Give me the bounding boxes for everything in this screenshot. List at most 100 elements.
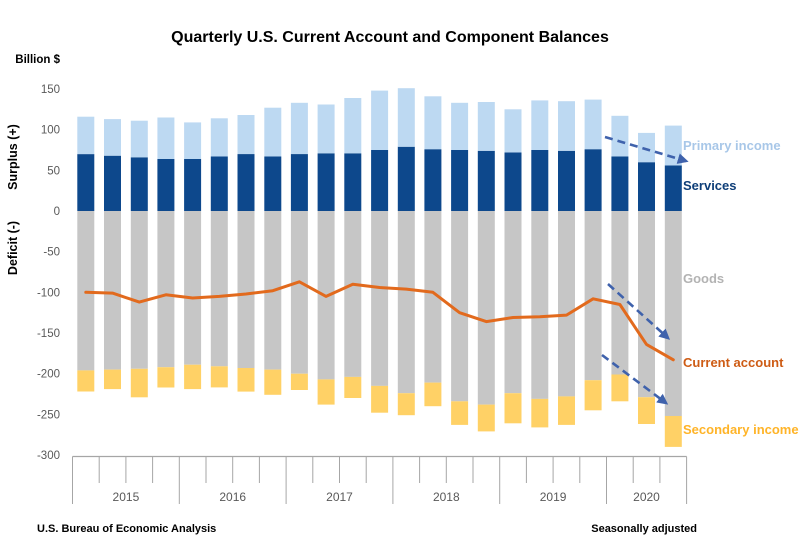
- trend-arrow-2: [607, 283, 671, 340]
- bar-goods-2015-q1: [77, 211, 95, 371]
- y-axis-unit-label: Billion $: [15, 54, 60, 66]
- bar-services-2015-q4: [157, 158, 175, 211]
- bar-goods-2019-q3: [558, 211, 575, 397]
- trend-arrow-1: [604, 135, 689, 164]
- y-tick-label: 50: [47, 165, 60, 177]
- bar-secondary_income-2020-q1: [611, 374, 629, 402]
- bar-services-2015-q3: [130, 157, 148, 211]
- bar-primary_income-2016-q4: [264, 107, 282, 157]
- series-label-primary-income: Primary income: [683, 138, 781, 153]
- bar-secondary_income-2015-q1: [77, 370, 95, 392]
- bar-secondary_income-2018-q1: [397, 393, 415, 416]
- series-labels-layer: Services Primary income Goods Secondary inc…: [683, 138, 799, 437]
- bar-services-2018-q2: [424, 149, 442, 211]
- bar-primary_income-2017-q1: [290, 102, 308, 154]
- bar-primary_income-2015-q2: [104, 119, 121, 156]
- bar-services-2019-q4: [584, 149, 602, 211]
- trend-arrows-layer: [601, 135, 689, 405]
- bar-primary_income-2016-q2: [210, 118, 228, 157]
- surplus-axis-label: Surplus (+): [6, 124, 20, 190]
- bar-goods-2019-q4: [584, 211, 602, 381]
- bar-services-2017-q1: [290, 154, 308, 211]
- bar-primary_income-2018-q3: [451, 102, 469, 150]
- bar-goods-2018-q3: [451, 211, 469, 402]
- bar-primary_income-2017-q4: [371, 90, 389, 150]
- bar-primary_income-2016-q1: [184, 122, 202, 159]
- stacked-bars-layer: [77, 88, 682, 447]
- bar-goods-2016-q1: [184, 211, 202, 365]
- year-label-2017: 2017: [326, 490, 353, 504]
- year-label-2019: 2019: [540, 490, 567, 504]
- bar-services-2019-q1: [504, 152, 522, 211]
- bar-primary_income-2015-q1: [77, 116, 95, 155]
- year-label-2018: 2018: [433, 490, 460, 504]
- bar-goods-2018-q2: [424, 211, 442, 383]
- bar-secondary_income-2015-q4: [157, 367, 175, 388]
- source-note: U.S. Bureau of Economic Analysis: [37, 523, 216, 535]
- bar-primary_income-2019-q3: [558, 101, 575, 151]
- bar-services-2016-q3: [237, 154, 255, 211]
- bar-secondary_income-2016-q4: [264, 369, 282, 395]
- bar-services-2016-q1: [184, 158, 202, 211]
- year-label-2015: 2015: [113, 490, 140, 504]
- bar-secondary_income-2015-q3: [130, 368, 148, 398]
- bar-secondary_income-2020-q2: [638, 397, 655, 424]
- bar-services-2017-q4: [371, 150, 389, 211]
- bar-services-2017-q3: [344, 153, 362, 211]
- bar-goods-2017-q4: [371, 211, 389, 386]
- bar-primary_income-2017-q3: [344, 98, 362, 154]
- bar-goods-2015-q3: [130, 211, 148, 369]
- series-label-services: Services: [683, 178, 737, 193]
- bar-goods-2020-q2: [638, 211, 655, 398]
- series-label-secondary-income: Secondary income: [683, 422, 799, 437]
- y-tick-label: 100: [41, 125, 60, 137]
- bar-goods-2016-q3: [237, 211, 255, 368]
- x-axis-layer: 2015 2016 2017 2018 2019 2020: [72, 455, 688, 504]
- bar-secondary_income-2019-q3: [558, 396, 575, 425]
- bar-services-2018-q3: [451, 150, 469, 211]
- y-tick-label: -100: [37, 287, 60, 299]
- bar-goods-2018-q1: [397, 211, 415, 394]
- bar-services-2018-q4: [477, 150, 495, 211]
- bar-secondary_income-2016-q3: [237, 368, 255, 392]
- bar-goods-2017-q3: [344, 211, 362, 377]
- bar-goods-2020-q3: [664, 211, 682, 416]
- bar-services-2017-q2: [317, 153, 335, 211]
- bar-secondary_income-2018-q3: [451, 401, 469, 425]
- bar-services-2020-q1: [611, 156, 629, 211]
- y-tick-label: -200: [37, 369, 60, 381]
- bar-secondary_income-2017-q2: [317, 379, 335, 405]
- bar-secondary_income-2019-q4: [584, 380, 602, 411]
- bar-primary_income-2020-q2: [638, 132, 655, 163]
- year-label-2016: 2016: [219, 490, 246, 504]
- bar-primary_income-2017-q2: [317, 104, 335, 154]
- bar-secondary_income-2017-q4: [371, 385, 389, 413]
- bar-goods-2019-q1: [504, 211, 522, 394]
- bar-primary_income-2018-q2: [424, 96, 442, 150]
- bar-services-2019-q3: [558, 150, 575, 211]
- y-tick-label: -150: [37, 328, 60, 340]
- bar-goods-2016-q2: [210, 211, 228, 367]
- y-tick-label: -300: [37, 450, 60, 462]
- deficit-axis-label: Deficit (-): [6, 221, 20, 275]
- chart-title: Quarterly U.S. Current Account and Compo…: [171, 29, 609, 46]
- bar-primary_income-2019-q4: [584, 99, 602, 150]
- bar-goods-2015-q2: [104, 211, 121, 370]
- bar-secondary_income-2019-q2: [531, 398, 549, 428]
- bar-goods-2017-q1: [290, 211, 308, 374]
- bar-primary_income-2018-q4: [477, 102, 495, 151]
- bar-secondary_income-2015-q2: [104, 369, 121, 390]
- bar-goods-2020-q1: [611, 211, 629, 375]
- y-tick-label: -50: [43, 247, 60, 259]
- trend-arrow-3: [601, 353, 669, 405]
- bar-secondary_income-2016-q2: [210, 366, 228, 388]
- bar-primary_income-2016-q3: [237, 115, 255, 154]
- bar-goods-2019-q2: [531, 211, 549, 399]
- bar-secondary_income-2019-q1: [504, 393, 522, 424]
- bar-services-2016-q4: [264, 156, 282, 211]
- current-account-line-layer: [84, 280, 675, 362]
- bar-goods-2015-q4: [157, 211, 175, 368]
- bar-services-2020-q3: [664, 165, 682, 211]
